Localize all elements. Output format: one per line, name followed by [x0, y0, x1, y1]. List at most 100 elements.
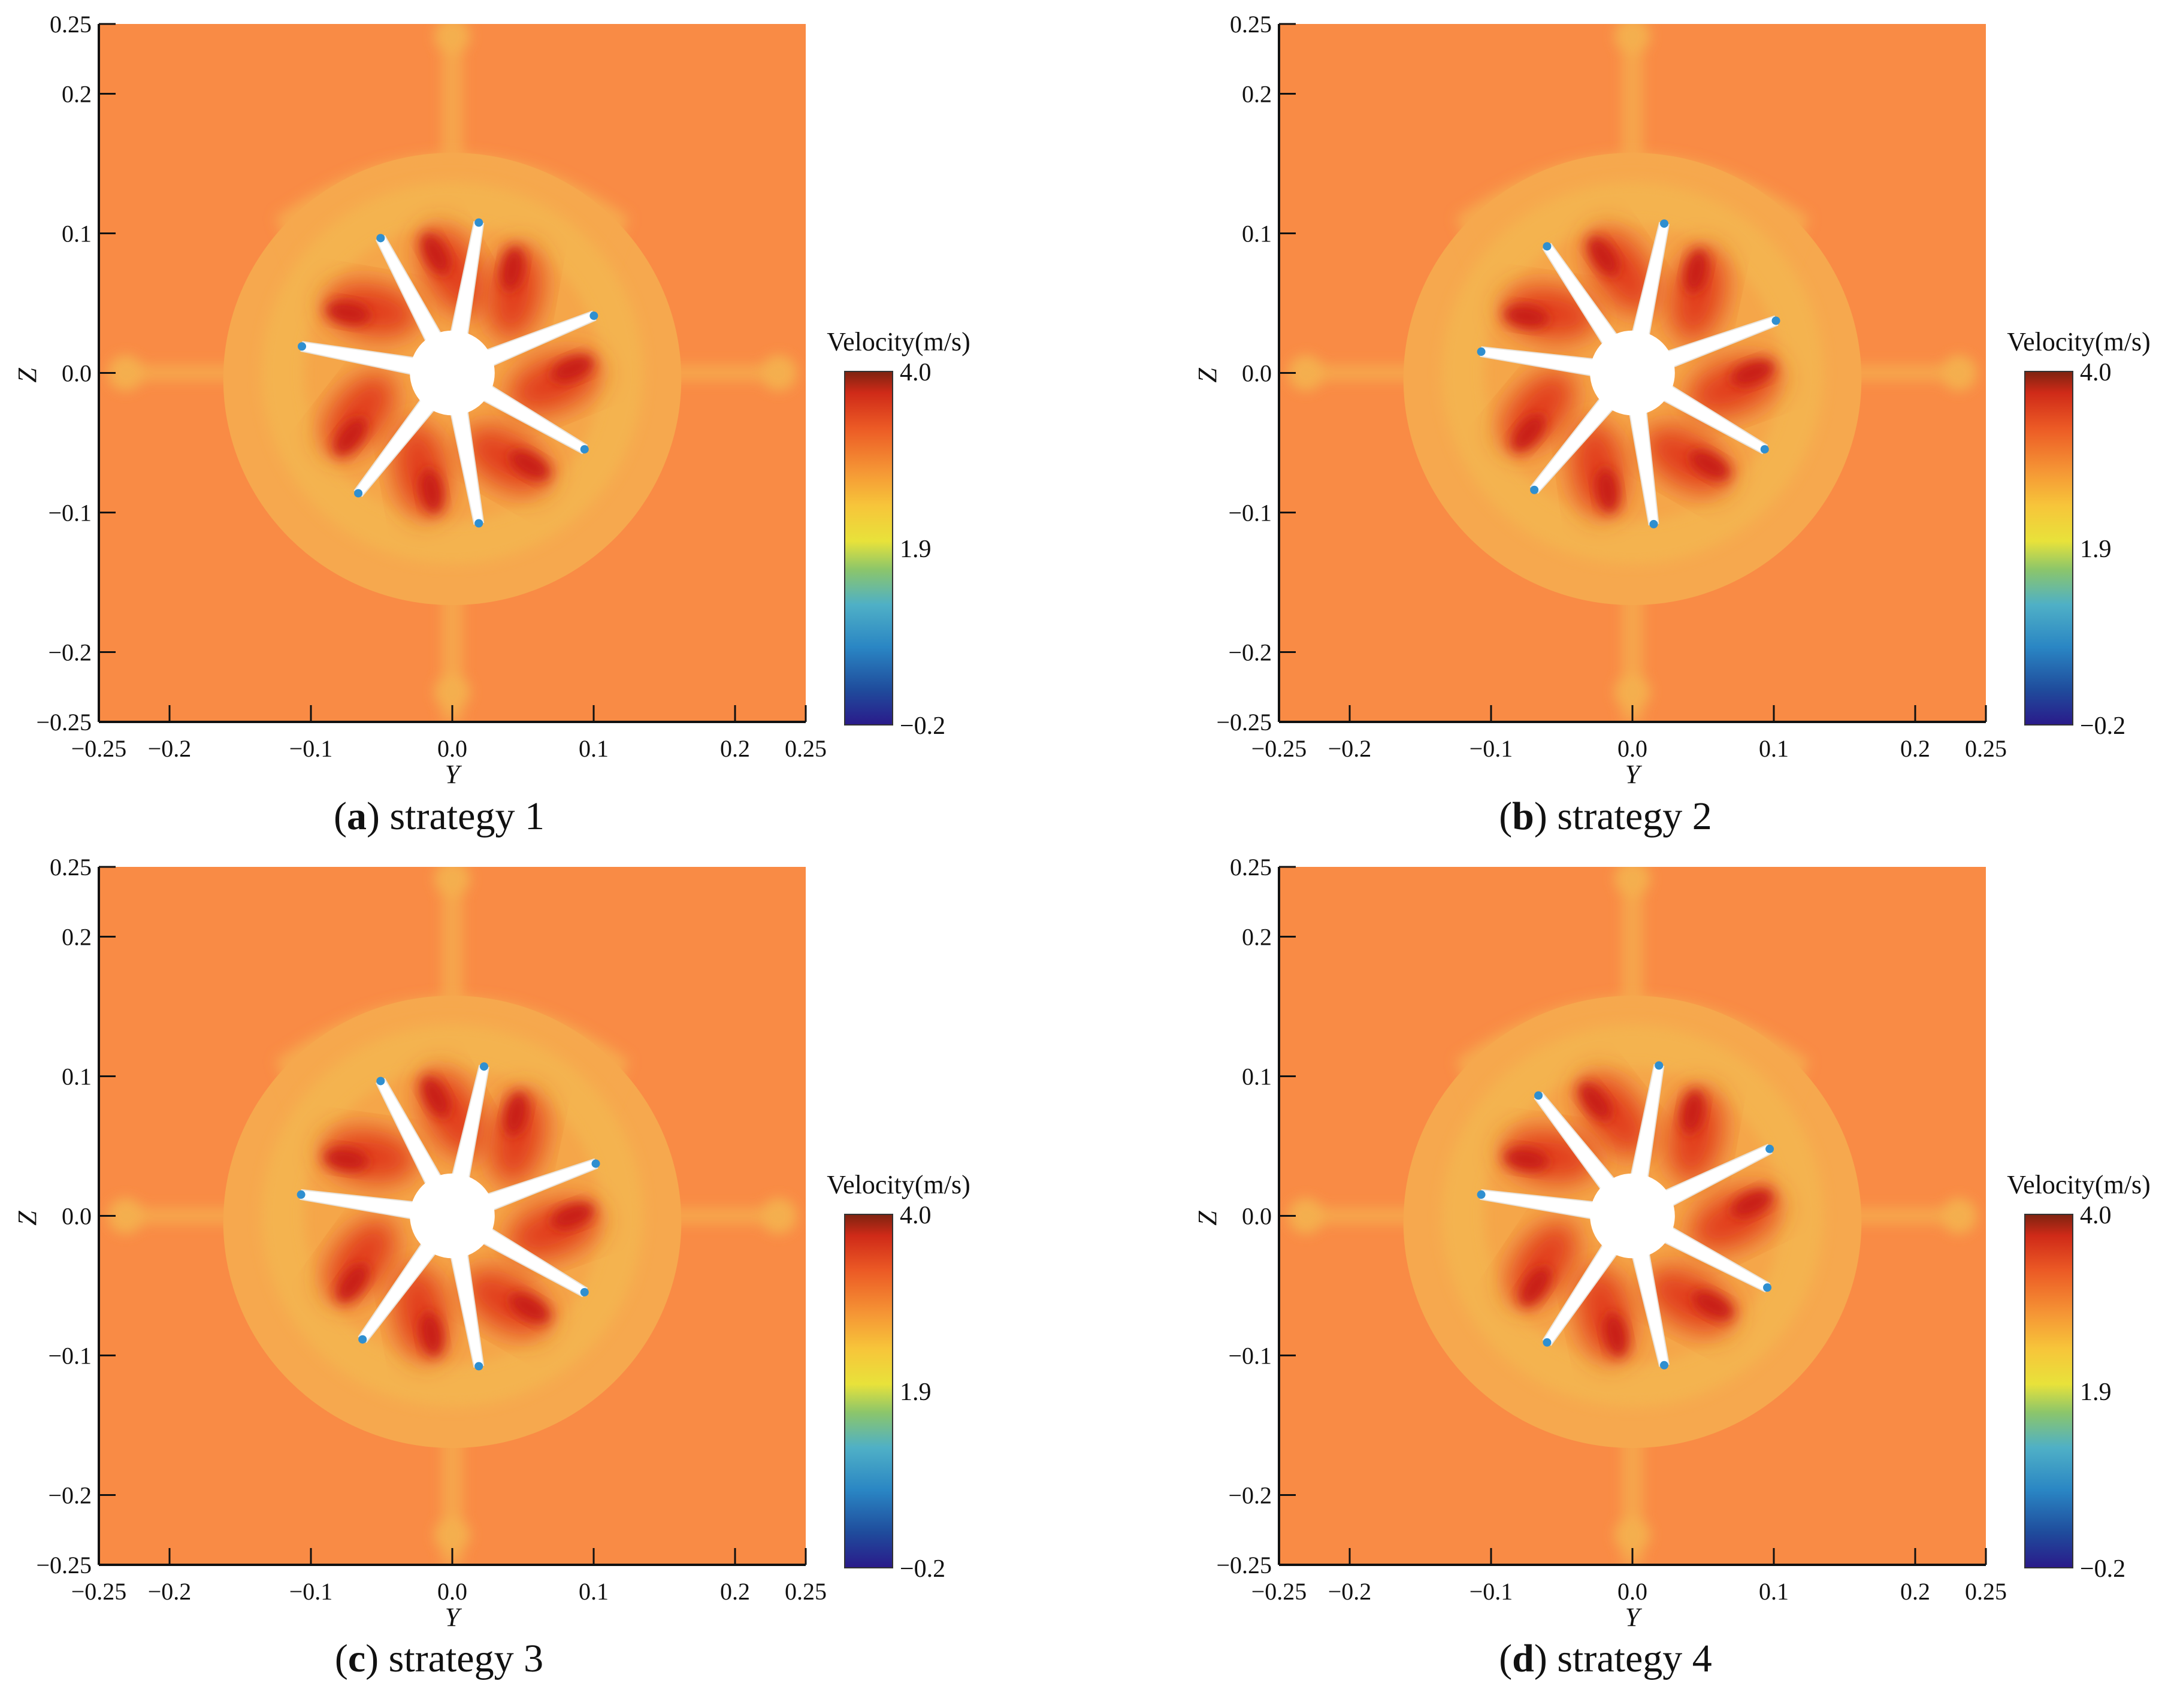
wake-peak	[421, 1076, 450, 1118]
colorbar-bar	[2024, 1214, 2073, 1568]
blade-tip-low-velocity	[591, 1159, 600, 1168]
wake-peak	[1511, 414, 1546, 452]
wake-peak	[1504, 1147, 1549, 1171]
y-tick-label: −0.2	[1228, 639, 1272, 666]
wake-peak	[334, 417, 367, 456]
y-tick-label: 0.2	[1242, 924, 1272, 951]
wake-peak	[419, 468, 443, 514]
y-tick-label: −0.2	[1228, 1482, 1272, 1509]
colorbar-tick-label: 1.9	[900, 1379, 932, 1406]
y-tick-label: 0.25	[50, 854, 92, 881]
caption-paren-close: )	[1534, 794, 1547, 838]
x-tick-label: −0.25	[1251, 1578, 1307, 1605]
x-tick-label: −0.1	[1469, 1578, 1513, 1605]
blade-tip-low-velocity	[1649, 519, 1658, 528]
y-tick-label: 0.25	[50, 11, 92, 38]
caption-paren-close: )	[365, 1637, 379, 1680]
wake-peak	[1680, 1089, 1705, 1135]
blade-tip-low-velocity	[1771, 316, 1780, 325]
blade-tip-low-velocity	[376, 234, 385, 243]
wake-high	[1670, 247, 1726, 343]
axes: −0.25 −0.2 −0.1 0.0 0.1 0.2 0.25 0.25 0.2 0.1 0.0 −…	[13, 11, 827, 789]
velocity-field	[99, 24, 806, 722]
hub	[410, 1173, 495, 1259]
x-tick-label: −0.25	[1251, 735, 1307, 762]
x-tick-label: −0.2	[148, 735, 192, 762]
strut-node	[1614, 1517, 1650, 1553]
velocity-field	[99, 867, 806, 1565]
axes: −0.25 −0.2 −0.1 0.0 0.1 0.2 0.25 0.25 0.2 0.1 0.0 −…	[13, 854, 827, 1632]
caption-text: strategy 3	[379, 1637, 543, 1680]
strut-node	[1614, 24, 1650, 54]
strut-node	[1288, 1198, 1324, 1234]
wake-peak	[419, 1311, 443, 1357]
blade-tip-low-velocity	[474, 218, 483, 227]
caption-letter: a	[347, 794, 367, 838]
caption-paren-open: (	[1499, 794, 1512, 838]
rotor	[297, 1062, 600, 1371]
strut-node	[434, 1517, 470, 1553]
panel-caption: (d) strategy 4	[1499, 1637, 1712, 1680]
blade-tip-low-velocity	[474, 519, 483, 528]
colorbar-bar	[844, 1214, 893, 1568]
x-axis-label: Y	[445, 1603, 462, 1632]
y-axis-label: Z	[1193, 368, 1222, 383]
blade-tip-low-velocity	[589, 312, 598, 321]
blade-tip-low-velocity	[479, 1062, 488, 1071]
rotor	[297, 218, 598, 528]
colorbar-title: Velocity(m/s)	[2007, 327, 2151, 356]
x-tick-label: −0.1	[1469, 735, 1513, 762]
caption-text: strategy 4	[1547, 1637, 1712, 1680]
strut-node	[761, 1198, 797, 1234]
colorbar-tick-label: 1.9	[900, 536, 932, 563]
colorbar-tick-label: −0.2	[2080, 1555, 2125, 1583]
blade-tip-low-velocity	[1477, 1190, 1486, 1199]
wake-high	[489, 1090, 546, 1186]
colorbar-tick-label: −0.2	[900, 1555, 945, 1583]
blade-tip-low-velocity	[1659, 219, 1668, 228]
caption-letter: d	[1512, 1637, 1534, 1680]
y-tick-label: 0.2	[62, 81, 92, 108]
caption-paren-close: )	[367, 794, 380, 838]
panel-caption: (a) strategy 1	[334, 794, 545, 838]
hub	[1590, 330, 1675, 416]
strut-node	[1941, 355, 1977, 391]
y-tick-label: −0.25	[1216, 1552, 1272, 1579]
blade-tip-low-velocity	[297, 1190, 306, 1199]
blade-tip-low-velocity	[358, 1335, 367, 1344]
y-tick-label: 0.1	[62, 220, 92, 247]
y-axis-label: Z	[1193, 1211, 1222, 1226]
blade-wakes	[322, 1069, 600, 1361]
y-tick-label: −0.2	[48, 1482, 92, 1509]
y-tick-label: −0.1	[1228, 1343, 1272, 1370]
blade-tip-low-velocity	[297, 342, 306, 351]
caption-paren-open: (	[334, 794, 347, 838]
strut-node	[761, 355, 797, 391]
caption-paren-open: (	[1499, 1637, 1512, 1680]
blade-tip-low-velocity	[354, 489, 363, 498]
y-tick-label: 0.0	[1242, 360, 1272, 387]
rotor	[1477, 1061, 1774, 1370]
x-tick-label: −0.2	[1328, 735, 1372, 762]
colorbar-tick-label: 4.0	[900, 359, 932, 386]
y-axis-label: Z	[13, 368, 42, 383]
x-axis-label: Y	[445, 760, 462, 789]
strut-node	[1941, 1198, 1977, 1234]
panel-caption: (b) strategy 2	[1499, 794, 1712, 838]
wake-peak	[1588, 236, 1619, 276]
x-tick-label: 0.25	[785, 1578, 827, 1605]
x-tick-label: 0.25	[1965, 1578, 2007, 1605]
y-tick-label: −0.25	[36, 1552, 92, 1579]
y-tick-label: 0.0	[1242, 1203, 1272, 1230]
panel-a: −0.25 −0.2 −0.1 0.0 0.1 0.2 0.25 0.25 0.2 0.1 0.0 −…	[13, 11, 970, 838]
axes: −0.25 −0.2 −0.1 0.0 0.1 0.2 0.25 0.25 0.2 0.1 0.0 −…	[1193, 854, 2007, 1632]
wake-peak	[551, 355, 594, 383]
strut-node	[108, 1198, 144, 1234]
x-tick-label: −0.2	[1328, 1578, 1372, 1605]
wake-peak	[1692, 1290, 1734, 1320]
x-tick-label: −0.25	[71, 735, 127, 762]
strut-node	[434, 674, 470, 710]
wake-peak	[500, 246, 525, 292]
wake-peak	[1731, 1189, 1773, 1218]
wake-peak	[1519, 1266, 1551, 1307]
